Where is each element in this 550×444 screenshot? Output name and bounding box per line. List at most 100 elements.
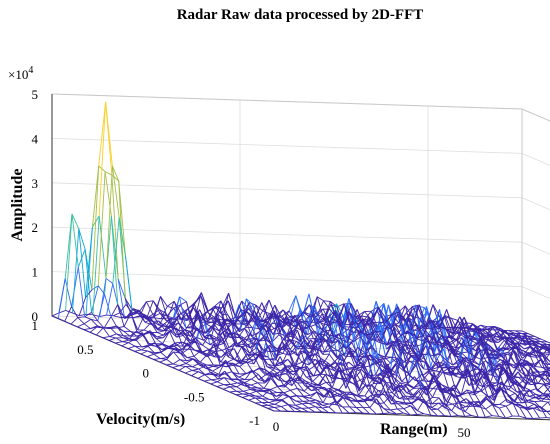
mesh-segment <box>250 382 258 386</box>
mesh-segment <box>227 348 235 350</box>
mesh-segment <box>344 303 352 325</box>
mesh-segment <box>297 347 305 350</box>
mesh-segment <box>346 380 354 385</box>
mesh-segment <box>254 342 262 357</box>
mesh-segment <box>123 335 130 340</box>
mesh-segment <box>132 310 140 315</box>
mesh-segment <box>392 382 400 392</box>
mesh-segment <box>350 326 358 361</box>
mesh-segment <box>413 347 421 355</box>
mesh-segment <box>219 362 227 366</box>
mesh-segment <box>190 314 199 332</box>
mesh-segment <box>181 341 189 345</box>
mesh-segment <box>516 348 524 352</box>
mesh-segment <box>151 318 159 329</box>
mesh-segment <box>303 395 311 399</box>
mesh-segment <box>267 321 275 329</box>
mesh-segment <box>506 401 514 405</box>
mesh-segment <box>224 377 232 381</box>
mesh-segment <box>263 350 271 353</box>
mesh-segment <box>358 352 365 358</box>
mesh-segment <box>397 306 405 333</box>
mesh-segment <box>394 363 403 382</box>
mesh-segment <box>146 300 154 318</box>
mesh-segment <box>534 365 542 368</box>
mesh-segment <box>185 366 193 371</box>
mesh-segment <box>89 326 98 333</box>
mesh-segment <box>349 406 357 408</box>
mesh-segment <box>308 407 316 413</box>
mesh-segment <box>340 329 349 335</box>
mesh-segment <box>197 377 205 382</box>
mesh-segment <box>267 406 275 409</box>
mesh-segment <box>221 336 229 350</box>
mesh-segment <box>121 342 129 347</box>
mesh-segment <box>436 349 444 359</box>
mesh-segment <box>436 344 444 360</box>
z-tick-label: 3 <box>32 176 39 191</box>
mesh-segment <box>545 348 550 352</box>
mesh-segment <box>406 340 414 354</box>
mesh-segment <box>92 215 100 315</box>
mesh-segment <box>96 334 103 339</box>
mesh-segment <box>464 411 472 416</box>
mesh-segment <box>390 394 398 410</box>
mesh-segment <box>269 313 277 318</box>
mesh-segment <box>287 350 296 369</box>
mesh-segment <box>513 364 521 372</box>
mesh-segment <box>424 337 432 370</box>
mesh-segment <box>171 330 178 336</box>
mesh-segment <box>415 373 423 381</box>
mesh-segment <box>257 327 265 333</box>
mesh-segment <box>71 213 79 268</box>
mesh-segment <box>539 343 547 348</box>
mesh-segment <box>316 296 324 302</box>
mesh-segment <box>270 344 278 350</box>
mesh-segment <box>267 345 276 359</box>
mesh-segment <box>322 364 329 368</box>
mesh-segment <box>502 351 509 355</box>
mesh-segment <box>129 338 137 341</box>
mesh-segment <box>307 330 315 336</box>
mesh-segment <box>185 372 192 377</box>
mesh-segment <box>293 367 301 373</box>
mesh-segment <box>416 335 424 338</box>
mesh-segment <box>487 344 495 360</box>
mesh-segment <box>527 401 535 405</box>
mesh-segment <box>498 407 506 419</box>
mesh-segment <box>205 323 213 328</box>
mesh-segment <box>218 330 226 336</box>
mesh-segment <box>243 390 250 395</box>
mesh-segment <box>344 392 352 402</box>
mesh-segment <box>118 217 126 257</box>
mesh-segment <box>134 345 142 351</box>
mesh-segment <box>344 380 353 395</box>
mesh-segment <box>500 359 508 366</box>
mesh-segment <box>159 324 166 328</box>
mesh-segment <box>405 351 413 357</box>
mesh-segment <box>459 316 467 334</box>
mesh-segment <box>303 314 311 323</box>
mesh-segment <box>303 394 311 397</box>
mesh-segment <box>270 378 278 387</box>
mesh-segment <box>483 347 491 352</box>
mesh-segment <box>337 395 345 399</box>
mesh-segment <box>493 364 500 366</box>
mesh-segment <box>365 347 373 351</box>
mesh-segment <box>118 180 126 299</box>
mesh-segment <box>493 357 501 361</box>
mesh-segment <box>127 345 136 350</box>
mesh-segment <box>474 324 481 330</box>
mesh-segment <box>510 343 518 349</box>
mesh-segment <box>122 341 129 344</box>
mesh-segment <box>263 390 271 395</box>
mesh-segment <box>299 368 307 378</box>
mesh-segment <box>255 310 264 322</box>
mesh-segment <box>480 326 488 330</box>
mesh-segment <box>160 348 168 353</box>
mesh-segment <box>315 312 323 319</box>
mesh-segment <box>180 342 188 355</box>
mesh-segment <box>153 358 160 363</box>
mesh-segment <box>308 406 316 409</box>
mesh-segment <box>431 407 439 410</box>
